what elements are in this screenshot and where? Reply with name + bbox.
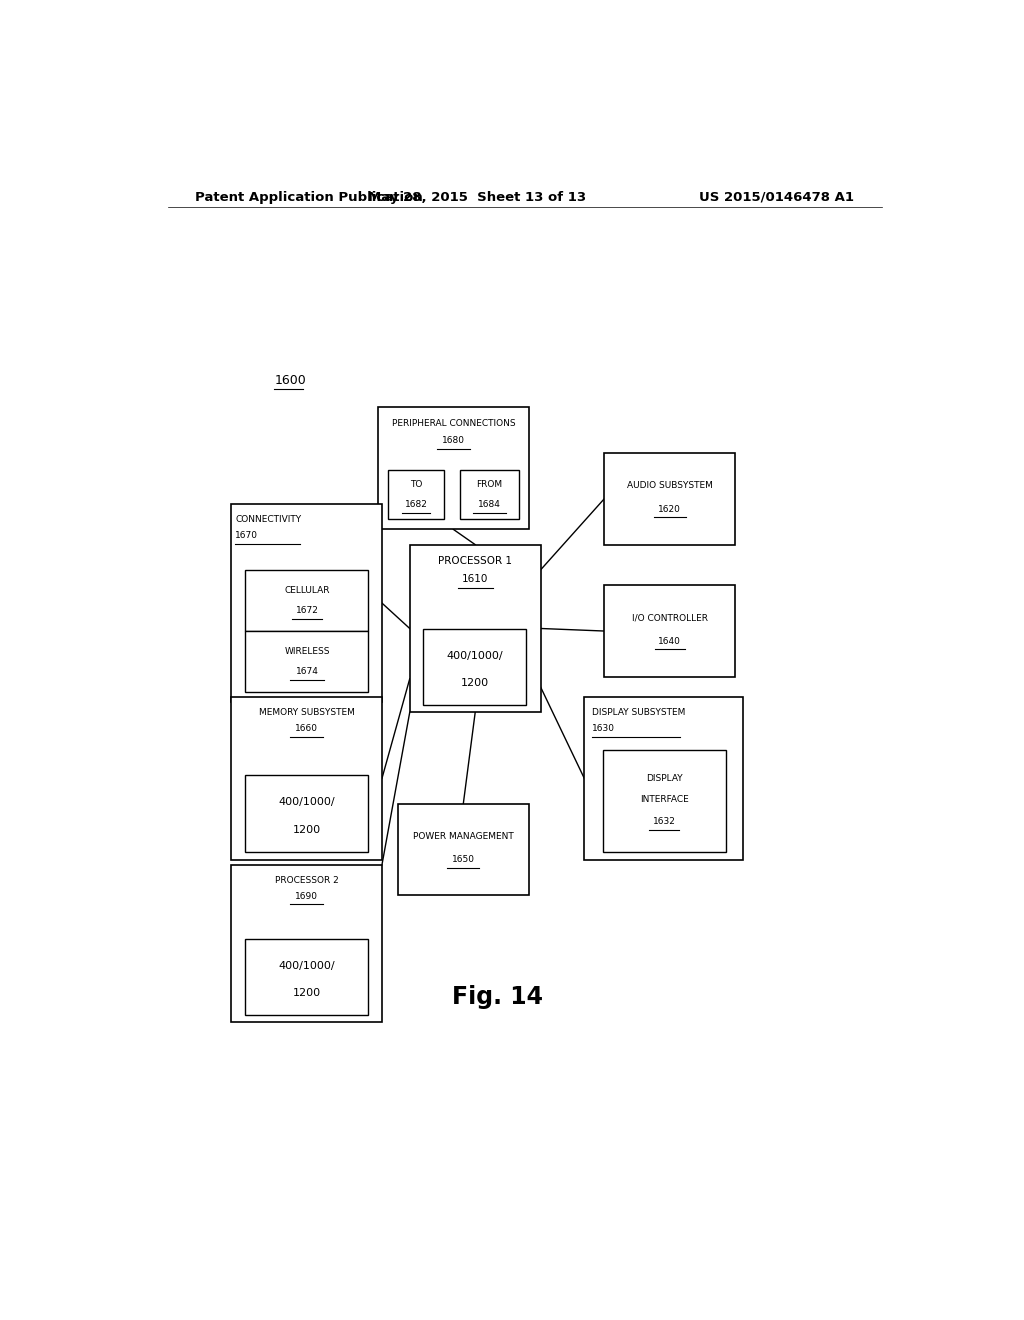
- Text: 1640: 1640: [658, 636, 681, 645]
- Bar: [246, 631, 369, 692]
- Text: 1630: 1630: [592, 725, 615, 733]
- Text: 400/1000/: 400/1000/: [279, 961, 335, 972]
- Bar: [388, 470, 443, 519]
- Text: 1650: 1650: [452, 855, 475, 865]
- Text: DISPLAY SUBSYSTEM: DISPLAY SUBSYSTEM: [592, 708, 686, 717]
- Bar: [604, 453, 735, 545]
- Text: I/O CONTROLLER: I/O CONTROLLER: [632, 614, 708, 622]
- Text: AUDIO SUBSYSTEM: AUDIO SUBSYSTEM: [627, 482, 713, 490]
- Text: 1200: 1200: [293, 989, 321, 998]
- Bar: [602, 750, 726, 851]
- Text: PROCESSOR 2: PROCESSOR 2: [274, 875, 339, 884]
- Text: MEMORY SUBSYSTEM: MEMORY SUBSYSTEM: [259, 708, 354, 717]
- Text: POWER MANAGEMENT: POWER MANAGEMENT: [413, 832, 514, 841]
- Text: WIRELESS: WIRELESS: [285, 647, 330, 656]
- Text: 1600: 1600: [274, 374, 306, 387]
- Bar: [231, 697, 382, 859]
- Bar: [604, 585, 735, 677]
- Bar: [231, 504, 382, 702]
- Text: PERIPHERAL CONNECTIONS: PERIPHERAL CONNECTIONS: [391, 420, 515, 428]
- Text: 1680: 1680: [442, 437, 465, 445]
- Bar: [410, 545, 541, 713]
- Text: PROCESSOR 1: PROCESSOR 1: [438, 556, 512, 566]
- Text: Patent Application Publication: Patent Application Publication: [196, 190, 423, 203]
- Text: Fig. 14: Fig. 14: [452, 985, 543, 1008]
- Text: 1620: 1620: [658, 504, 681, 513]
- Bar: [246, 939, 369, 1015]
- Bar: [231, 865, 382, 1022]
- Bar: [460, 470, 519, 519]
- Text: FROM: FROM: [476, 480, 503, 490]
- Text: 1674: 1674: [296, 667, 318, 676]
- Text: 1632: 1632: [652, 817, 676, 825]
- Text: 400/1000/: 400/1000/: [446, 651, 503, 661]
- Bar: [423, 630, 526, 705]
- Text: 1684: 1684: [478, 500, 501, 510]
- Text: DISPLAY: DISPLAY: [646, 774, 682, 783]
- Text: 1610: 1610: [462, 574, 488, 585]
- Text: TO: TO: [410, 480, 422, 490]
- Text: INTERFACE: INTERFACE: [640, 795, 688, 804]
- Bar: [585, 697, 743, 859]
- Text: CELLULAR: CELLULAR: [285, 586, 330, 595]
- Text: 1672: 1672: [296, 606, 318, 615]
- Text: 1660: 1660: [295, 725, 318, 733]
- Text: 1200: 1200: [293, 825, 321, 834]
- Bar: [378, 408, 528, 529]
- Text: 1670: 1670: [236, 531, 258, 540]
- Text: 1200: 1200: [461, 678, 488, 688]
- Text: 400/1000/: 400/1000/: [279, 797, 335, 808]
- Text: US 2015/0146478 A1: US 2015/0146478 A1: [699, 190, 854, 203]
- Bar: [246, 775, 369, 851]
- Bar: [246, 570, 369, 631]
- Text: 1682: 1682: [404, 500, 427, 510]
- Bar: [397, 804, 528, 895]
- Text: May 28, 2015  Sheet 13 of 13: May 28, 2015 Sheet 13 of 13: [368, 190, 587, 203]
- Text: CONNECTIVITY: CONNECTIVITY: [236, 515, 301, 524]
- Text: 1690: 1690: [295, 892, 318, 900]
